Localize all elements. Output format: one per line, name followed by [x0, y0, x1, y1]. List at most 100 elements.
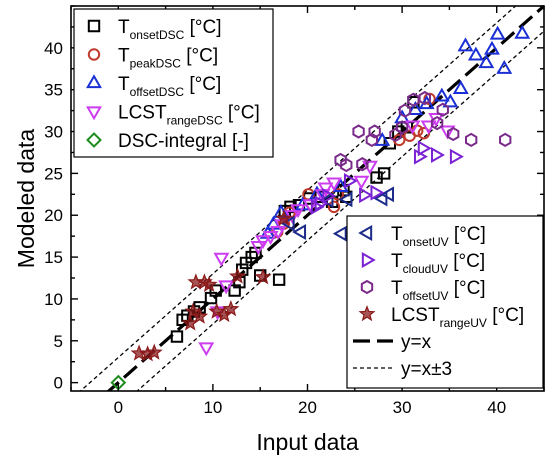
legend-marker [358, 225, 373, 241]
point-series-3 [218, 280, 235, 295]
ref-line-y-equals-x [106, 6, 544, 391]
point-series-2 [478, 54, 495, 69]
point-series-7 [436, 102, 449, 117]
legend-marker [87, 48, 101, 61]
point-series-0 [370, 171, 383, 184]
point-series-0 [245, 250, 258, 264]
point-series-3 [270, 225, 287, 240]
point-series-3 [198, 342, 215, 357]
point-series-2 [489, 25, 506, 40]
legend-marker [86, 132, 102, 148]
point-series-7 [447, 126, 460, 142]
point-series-5 [292, 224, 307, 240]
point-series-3 [302, 199, 319, 214]
legend-label: y=x [401, 332, 432, 353]
legend-box [346, 215, 544, 389]
point-series-6 [449, 148, 464, 165]
point-series-2 [484, 40, 500, 55]
point-series-0 [249, 246, 262, 260]
legend-label: TpeakDSC [°C] [118, 46, 218, 71]
y-tick-label: 20 [44, 206, 63, 225]
point-series-5 [373, 190, 388, 207]
point-series-7 [464, 132, 478, 148]
point-series-0 [377, 167, 391, 180]
point-series-6 [359, 187, 374, 204]
legends: TonsetDSC [°C] TpeakDSC [°C] ToffsetDSC [°… [73, 8, 544, 389]
point-series-7 [398, 103, 412, 118]
point-series-5 [338, 191, 353, 208]
point-series-6 [343, 172, 358, 189]
point-series-3 [255, 235, 272, 250]
legend-marker [360, 279, 374, 295]
x-tick-label: 30 [393, 398, 412, 417]
y-tick-label: 15 [44, 248, 63, 267]
point-series-7 [430, 116, 444, 131]
point-series-3 [290, 204, 307, 219]
legend-top-left: TonsetDSC [°C] TpeakDSC [°C] ToffsetDSC [°… [73, 8, 274, 158]
legend-marker [358, 305, 376, 322]
legend-marker [86, 74, 102, 89]
point-series-2 [452, 80, 469, 95]
point-series-8 [254, 268, 272, 285]
point-series-3 [262, 231, 279, 245]
point-series-8 [228, 267, 247, 284]
y-tick-label: 25 [44, 164, 63, 183]
x-tick-label: 40 [487, 398, 506, 417]
point-series-6 [370, 184, 385, 201]
point-series-8 [222, 300, 240, 317]
point-series-2 [407, 101, 424, 115]
point-series-7 [340, 157, 353, 173]
legend-label: TcloudUV [°C] [391, 251, 485, 276]
y-tick-label: 10 [44, 290, 63, 309]
point-series-2 [374, 131, 391, 146]
legend-marker [87, 19, 101, 33]
point-series-2 [332, 178, 349, 192]
point-series-3 [361, 160, 378, 175]
point-series-3 [326, 177, 342, 192]
legend-label: LCSTrangeUV [°C] [391, 305, 524, 330]
point-series-3 [250, 241, 267, 255]
point-series-8 [130, 344, 148, 361]
point-series-0 [272, 273, 286, 286]
point-series-1 [327, 200, 341, 214]
legend-marker [86, 106, 102, 121]
point-series-3 [213, 252, 230, 267]
point-series-0 [228, 284, 241, 297]
y-tick-label: 35 [44, 81, 63, 100]
point-series-6 [314, 195, 329, 212]
point-series-2 [442, 93, 459, 108]
point-series-0 [209, 284, 222, 297]
legend-label: LCSTrangeDSC [°C] [118, 103, 260, 128]
legend-label: y=x±3 [401, 359, 452, 380]
y-tick-label: 0 [54, 374, 63, 393]
point-series-3 [404, 120, 421, 135]
y-tick-label: 30 [44, 123, 63, 142]
point-series-6 [322, 188, 337, 204]
y-tick-label: 40 [44, 39, 63, 58]
x-tick-label: 0 [114, 398, 123, 417]
point-series-5 [280, 215, 295, 232]
point-series-6 [430, 147, 445, 163]
point-series-0 [239, 256, 253, 270]
point-series-0 [170, 330, 184, 343]
y-axis-label: Modeled data [13, 129, 39, 269]
legend-label: ToffsetUV [°C] [391, 278, 486, 303]
point-series-8 [208, 302, 226, 319]
legend-marker [361, 252, 376, 268]
point-series-6 [310, 198, 325, 215]
point-series-8 [145, 343, 163, 360]
point-series-2 [467, 46, 484, 61]
point-series-2 [514, 24, 531, 39]
point-series-7 [418, 90, 431, 106]
legend-box [73, 8, 274, 158]
point-series-7 [395, 120, 409, 135]
point-series-7 [499, 132, 512, 148]
point-series-5 [332, 225, 347, 242]
legend-label: TonsetUV [°C] [391, 224, 486, 249]
point-series-7 [356, 157, 369, 172]
point-series-8 [191, 307, 209, 324]
point-series-3 [353, 175, 370, 190]
point-series-2 [433, 87, 450, 102]
